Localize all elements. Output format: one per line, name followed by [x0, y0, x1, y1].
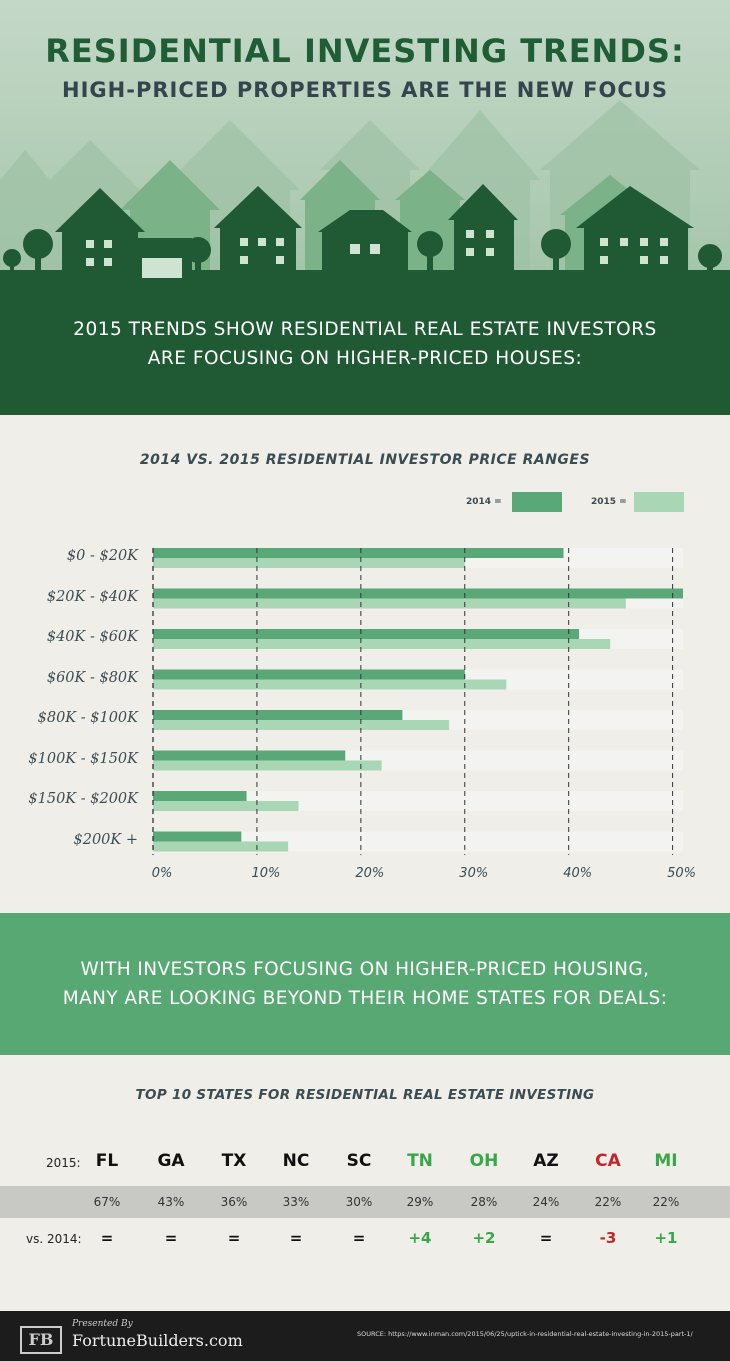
category-label: $80K - $100K [37, 710, 138, 726]
state-percent: 29% [406, 1195, 434, 1209]
bar-2015 [153, 558, 465, 568]
houses-illustration [0, 100, 730, 290]
chart-title: 2014 VS. 2015 RESIDENTIAL INVESTOR PRICE… [139, 452, 591, 468]
states-intro-band: WITH INVESTORS FOCUSING ON HIGHER-PRICED… [0, 913, 730, 1055]
state-percent: 28% [470, 1195, 498, 1209]
state-change: -3 [599, 1229, 617, 1247]
bar-chart [152, 548, 683, 855]
intro-line-2: ARE FOCUSING ON HIGHER-PRICED HOUSES: [147, 348, 583, 369]
state-code: AZ [533, 1151, 559, 1171]
tick-label: 20% [355, 866, 385, 881]
bar-2015 [153, 801, 299, 811]
state-change: +2 [472, 1229, 496, 1247]
bar-2014 [153, 669, 465, 680]
bar-2014 [153, 548, 564, 558]
category-label: $200K + [73, 831, 139, 848]
state-change: = [352, 1229, 366, 1247]
states-intro-line-2: MANY ARE LOOKING BEYOND THEIR HOME STATE… [62, 988, 668, 1009]
state-code: FL [95, 1151, 119, 1171]
category-label: $60K - $80K [46, 669, 138, 686]
presented-by: Presented By [72, 1319, 133, 1329]
state-code: NC [282, 1151, 310, 1171]
page-subtitle: HIGH-PRICED PROPERTIES ARE THE NEW FOCUS [62, 78, 668, 102]
tick-label: 0% [151, 866, 173, 881]
category-label: $150K - $200K [28, 791, 138, 807]
bar-2014 [153, 750, 346, 761]
category-label: $0 - $20K [66, 548, 138, 564]
category-label: $40K - $60K [46, 629, 138, 645]
tick-label: 10% [251, 866, 281, 881]
category-label: $100K - $150K [28, 750, 138, 767]
state-code: GA [157, 1151, 185, 1171]
bar-2015 [153, 720, 450, 730]
legend-label-2015: 2015 = [591, 497, 627, 507]
logo-icon: FB [20, 1326, 62, 1354]
bar-2015 [153, 639, 611, 649]
bar-2015 [153, 598, 626, 609]
intro-text: 2015 TRENDS SHOW RESIDENTIAL REAL ESTATE… [40, 315, 690, 373]
state-code: CA [595, 1151, 621, 1171]
state-change: = [227, 1229, 241, 1247]
footer: FB Presented By FortuneBuilders.com [0, 1311, 730, 1361]
state-percent: 67% [93, 1195, 121, 1209]
state-change: +4 [408, 1229, 432, 1247]
legend-swatch-2015 [634, 492, 684, 512]
tick-label: 50% [667, 866, 697, 881]
source-text: SOURCE: https://www.inman.com/2015/06/25… [357, 1330, 693, 1338]
bar-2014 [153, 791, 247, 801]
brand-name: FortuneBuilders.com [72, 1331, 243, 1350]
state-code: SC [346, 1151, 372, 1171]
state-percent: 43% [157, 1195, 185, 1209]
state-change: = [539, 1229, 553, 1247]
intro-band: 2015 TRENDS SHOW RESIDENTIAL REAL ESTATE… [0, 285, 730, 415]
percent-band [0, 1186, 730, 1218]
state-percent: 30% [345, 1195, 373, 1209]
state-percent: 36% [220, 1195, 248, 1209]
state-code: TX [221, 1151, 247, 1171]
bar-2014 [153, 629, 580, 639]
category-label: $20K - $40K [46, 588, 138, 605]
bar-2014 [153, 588, 683, 599]
state-change: = [289, 1229, 303, 1247]
bar-2015 [153, 760, 382, 771]
state-percent: 22% [652, 1195, 680, 1209]
states-intro-line-1: WITH INVESTORS FOCUSING ON HIGHER-PRICED… [80, 959, 650, 980]
bar-2015 [153, 841, 289, 852]
states-intro-text: WITH INVESTORS FOCUSING ON HIGHER-PRICED… [20, 955, 710, 1013]
state-code: MI [654, 1151, 678, 1171]
bar-2015 [153, 679, 507, 690]
tick-label: 30% [459, 866, 489, 881]
row-label-2014: vs. 2014: [26, 1232, 82, 1246]
legend-label-2014: 2014 = [466, 497, 502, 507]
states-title: TOP 10 STATES FOR RESIDENTIAL REAL ESTAT… [135, 1087, 595, 1103]
state-percent: 22% [594, 1195, 622, 1209]
state-code: OH [469, 1151, 499, 1171]
intro-line-1: 2015 TRENDS SHOW RESIDENTIAL REAL ESTATE… [73, 319, 657, 340]
row-label-2015: 2015: [46, 1156, 81, 1170]
state-percent: 24% [532, 1195, 560, 1209]
bar-2014 [153, 710, 403, 720]
state-change: = [164, 1229, 178, 1247]
bar-2014 [153, 831, 242, 842]
tick-label: 40% [563, 866, 593, 881]
hero-banner: RESIDENTIAL INVESTING TRENDS: HIGH-PRICE… [0, 0, 730, 415]
state-code: TN [407, 1151, 433, 1171]
state-change: +1 [654, 1229, 678, 1247]
state-change: = [100, 1229, 114, 1247]
page-title: RESIDENTIAL INVESTING TRENDS: [45, 32, 685, 70]
legend-swatch-2014 [512, 492, 562, 512]
state-percent: 33% [282, 1195, 310, 1209]
